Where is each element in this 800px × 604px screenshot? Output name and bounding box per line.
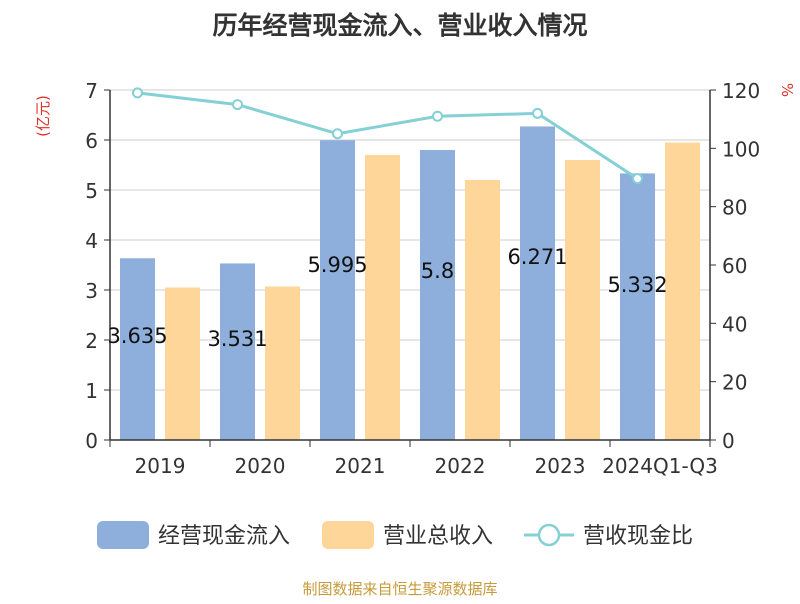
legend-swatch-cash-inflow (97, 521, 149, 549)
right-axis-unit: % (778, 83, 796, 97)
cash-inflow-bar (520, 126, 555, 440)
legend-marker-ratio (537, 523, 561, 547)
legend-label-revenue: 营业总收入 (383, 524, 493, 549)
x-tick-label: 2021 (335, 454, 386, 478)
axes: 0 1 2 3 4 5 6 7 0 20 40 60 80 100 120 2019 2020 2021 2022 2… (85, 79, 760, 478)
x-tick-label: 2024Q1-Q3 (602, 454, 718, 478)
legend-swatch-revenue (322, 521, 374, 549)
right-tick-label: 40 (722, 312, 747, 336)
right-tick-label: 0 (722, 429, 735, 453)
revenue-bar (165, 287, 200, 440)
legend-label-ratio: 营收现金比 (583, 524, 693, 549)
x-tick-label: 2019 (135, 454, 186, 478)
x-tick-label: 2023 (535, 454, 586, 478)
legend: 经营现金流入 营业总收入 营收现金比 (97, 521, 693, 549)
revenue-bar (465, 180, 500, 440)
cash-inflow-bar (420, 150, 455, 440)
revenue-bar (365, 155, 400, 440)
left-tick-label: 7 (85, 79, 98, 103)
right-tick-label: 120 (722, 79, 760, 103)
ratio-point (132, 87, 143, 99)
revenue-bar (565, 160, 600, 440)
ratio-line (137, 91, 639, 180)
left-tick-label: 3 (85, 279, 98, 303)
cash-inflow-value-label: 3.635 (107, 324, 167, 348)
right-tick-label: 60 (722, 254, 747, 278)
ratio-point (632, 173, 643, 185)
data-labels: 3.635 3.531 5.995 5.8 6.271 5.332 (107, 245, 667, 351)
cash-inflow-value-label: 5.8 (421, 259, 454, 283)
right-tick-label: 100 (722, 137, 760, 161)
ratio-point (532, 107, 543, 119)
left-tick-label: 6 (85, 129, 98, 153)
cash-inflow-bar (220, 263, 255, 440)
ratio-point (232, 99, 243, 111)
ratio-line-layer (132, 87, 643, 185)
cash-inflow-value-label: 6.271 (507, 245, 567, 269)
source-note: 制图数据来自恒生聚源数据库 (302, 580, 497, 598)
left-tick-label: 2 (85, 329, 98, 353)
left-axis-unit: (亿元) (34, 95, 52, 137)
left-tick-label: 1 (85, 379, 98, 403)
chart-title: 历年经营现金流入、营业收入情况 (212, 11, 587, 40)
left-tick-label: 5 (85, 179, 98, 203)
right-tick-label: 20 (722, 371, 747, 395)
x-tick-label: 2022 (435, 454, 486, 478)
cash-inflow-bar (620, 173, 655, 440)
cash-inflow-bar (320, 140, 355, 440)
legend-label-cash-inflow: 经营现金流入 (158, 524, 290, 549)
cash-inflow-value-label: 5.995 (307, 253, 367, 277)
cash-inflow-value-label: 3.531 (207, 327, 267, 351)
left-tick-label: 0 (85, 429, 98, 453)
cash-inflow-bar (120, 258, 155, 440)
revenue-bar (265, 286, 300, 440)
revenue-bar (665, 142, 700, 440)
x-tick-label: 2020 (235, 454, 286, 478)
gridlines (110, 89, 710, 391)
right-tick-label: 80 (722, 196, 747, 220)
ratio-point (432, 110, 443, 122)
left-tick-label: 4 (85, 229, 98, 253)
bars (120, 126, 700, 440)
ratio-point (332, 128, 343, 140)
cash-inflow-value-label: 5.332 (607, 273, 667, 297)
